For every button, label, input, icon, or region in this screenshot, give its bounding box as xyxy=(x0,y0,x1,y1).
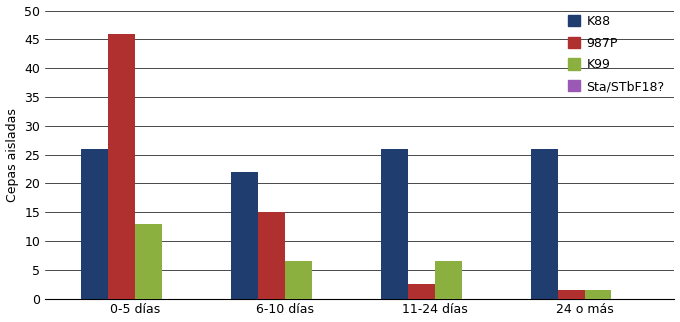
Bar xyxy=(108,33,135,298)
Bar xyxy=(231,172,258,298)
Legend: K88, 987P, K99, Sta/STbF18?: K88, 987P, K99, Sta/STbF18? xyxy=(564,11,668,97)
Bar xyxy=(435,261,462,298)
Bar xyxy=(530,149,558,298)
Bar xyxy=(81,149,108,298)
Bar xyxy=(585,290,611,298)
Bar xyxy=(408,284,435,298)
Bar xyxy=(135,224,162,298)
Bar xyxy=(558,290,585,298)
Bar xyxy=(381,149,408,298)
Bar xyxy=(285,261,311,298)
Bar xyxy=(258,212,285,298)
Y-axis label: Cepas aisladas: Cepas aisladas xyxy=(5,108,18,202)
